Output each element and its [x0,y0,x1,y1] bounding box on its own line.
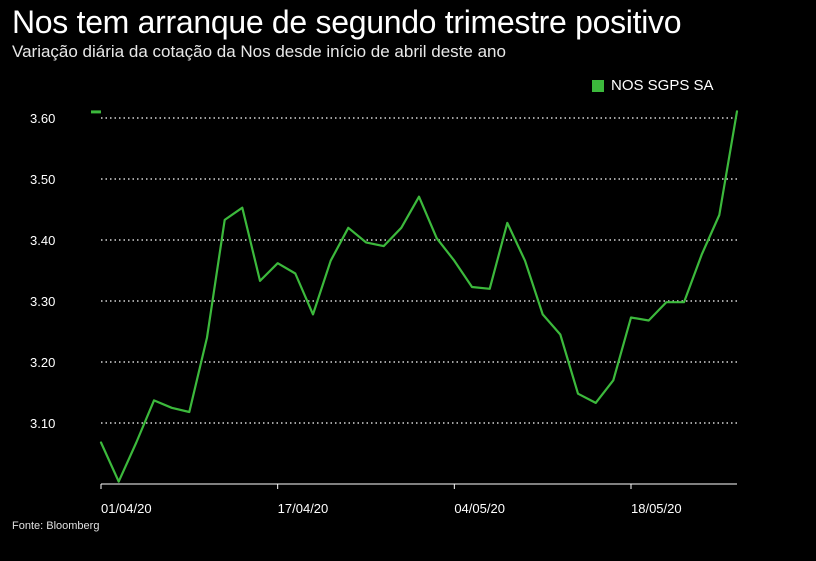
x-tick-label: 18/05/20 [631,501,682,516]
y-tick-label: 3.20 [30,355,55,370]
source-note: Fonte: Bloomberg [12,520,100,532]
x-tick-label: 04/05/20 [454,501,505,516]
y-axis-tick-labels: 3.10 3.20 3.30 3.40 3.50 3.60 [30,111,55,431]
y-tick-label: 3.50 [30,172,55,187]
grid-lines [101,117,737,424]
chart-subtitle: Variação diária da cotação da Nos desde … [12,42,506,61]
series-points [100,110,738,483]
x-axis-ticks: 01/04/20 17/04/20 04/05/20 18/05/20 [100,484,682,516]
chart-title: Nos tem arranque de segundo trimestre po… [12,4,682,40]
y-tick-label: 3.60 [30,111,55,126]
y-tick-label: 3.40 [30,233,55,248]
x-tick-label: 01/04/20 [101,501,152,516]
legend-label: NOS SGPS SA [611,77,714,94]
y-tick-label: 3.10 [30,416,55,431]
legend-swatch [592,79,604,92]
y-tick-label: 3.30 [30,294,55,309]
x-tick-label: 17/04/20 [278,501,329,516]
series-line-nos-sgps-sa [99,110,739,483]
legend: NOS SGPS SA [592,77,714,94]
